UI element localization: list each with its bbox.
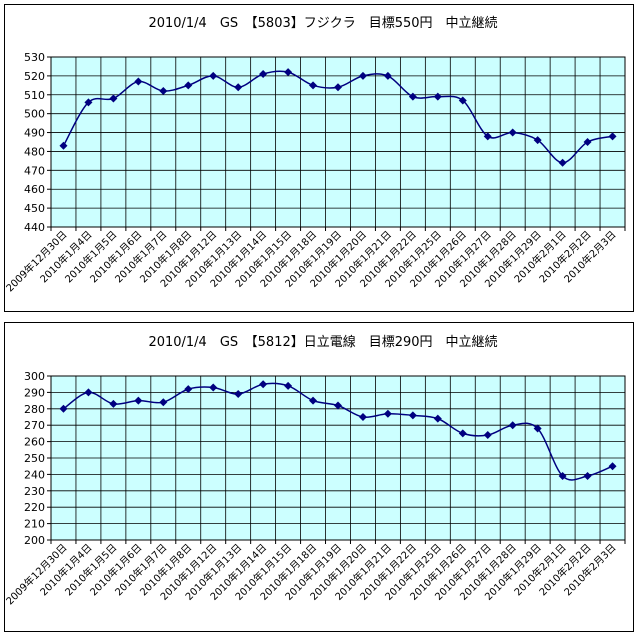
data-point [408,92,417,101]
data-point [234,83,243,92]
chart-title: 2010/1/4 GS 【5812】日立電線 目標290円 中立継続 [148,334,497,350]
y-tick-label: 500 [24,108,45,121]
data-point [209,71,218,80]
data-point [383,409,392,418]
data-point [334,83,342,92]
data-point [533,136,542,145]
y-tick-label: 520 [24,70,45,83]
y-tick-label: 270 [24,419,45,432]
data-point [109,94,118,103]
data-point [458,429,467,438]
y-tick-label: 280 [24,403,45,416]
data-point [408,411,417,420]
data-point [284,381,293,390]
data-point [383,71,392,80]
y-tick-label: 490 [24,127,45,140]
y-tick-label: 470 [24,164,45,177]
chart-title: 2010/1/4 GS 【5803】フジクラ 目標550円 中立継続 [148,16,497,31]
data-point [334,401,342,410]
y-tick-label: 530 [24,51,45,64]
chart-panel-hitachi-cable: 2010/1/4 GS 【5812】日立電線 目標290円 中立継続 200 21… [4,322,634,632]
data-point [583,472,592,481]
data-point [134,396,143,405]
y-tick-label: 450 [24,202,45,215]
data-point [483,431,492,440]
data-point [458,96,467,105]
data-point [583,138,592,146]
y-tick-label: 460 [24,183,45,196]
y-tick-label: 480 [24,145,45,158]
y-tick-label: 220 [24,501,45,514]
y-tick-label: 510 [24,89,45,102]
y-tick-label: 200 [24,534,45,547]
data-point [259,380,268,389]
y-tick-label: 240 [24,468,45,481]
data-point [84,388,93,397]
chart-hitachi-cable: 2010/1/4 GS 【5812】日立電線 目標290円 中立継続 200 21… [5,334,626,607]
data-point [134,77,143,86]
y-tick-label: 440 [24,221,45,234]
data-point [358,71,367,80]
data-point [309,81,318,90]
data-point [284,68,293,77]
data-point [259,70,268,78]
y-tick-label: 300 [24,370,45,383]
data-point [159,87,168,95]
y-tick-label: 260 [24,436,45,449]
data-point [59,404,68,413]
y-tick-label: 250 [24,452,45,465]
y-tick-label: 290 [24,386,45,399]
data-point [608,462,617,471]
data-point [533,424,542,433]
data-point [433,414,442,423]
data-point [558,472,567,481]
data-point [309,396,318,405]
data-point [109,399,118,408]
data-point [483,132,492,141]
data-point [209,383,218,392]
data-point [608,132,617,141]
data-point [358,413,367,421]
data-point [184,81,193,90]
chart-fujikura: 2010/1/4 GS 【5803】フジクラ 目標550円 中立継続 440 45… [5,16,626,294]
data-point [84,98,93,107]
y-tick-label: 210 [24,518,45,531]
chart-panel-fujikura: 2010/1/4 GS 【5803】フジクラ 目標550円 中立継続 440 45… [4,4,634,312]
data-point [159,398,168,407]
y-tick-label: 230 [24,485,45,498]
data-point [558,158,567,167]
data-point [184,385,193,394]
data-point [59,141,68,150]
data-point [234,390,243,399]
data-point [433,92,442,101]
data-point [508,128,517,137]
data-point [508,421,517,430]
